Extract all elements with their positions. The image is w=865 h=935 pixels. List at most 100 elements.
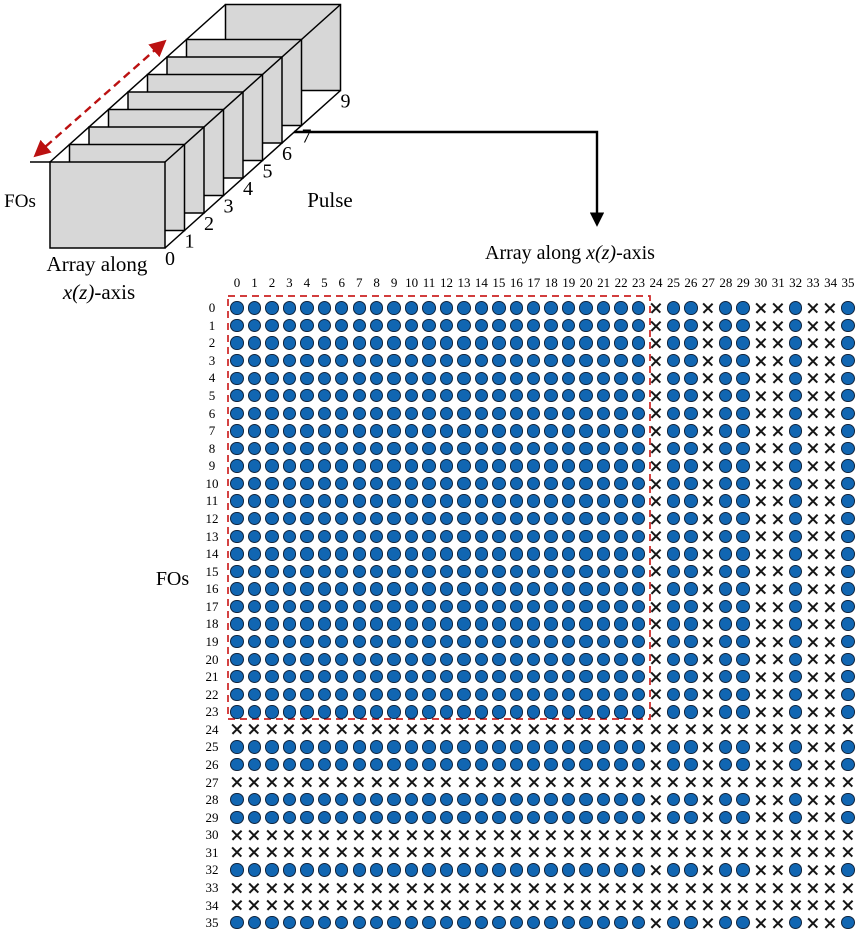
matrix-cell xyxy=(630,528,647,546)
matrix-cell xyxy=(455,756,472,774)
sensor-dot xyxy=(265,757,279,772)
matrix-cell xyxy=(298,510,315,528)
matrix-cell xyxy=(700,387,717,405)
sensor-cross xyxy=(771,775,785,789)
sensor-cross xyxy=(422,722,436,736)
matrix-cell xyxy=(682,650,699,668)
row-label: 3 xyxy=(208,352,216,368)
matrix-cell xyxy=(455,405,472,423)
sensor-dot xyxy=(230,476,244,491)
matrix-cell xyxy=(787,369,804,387)
sensor-cross xyxy=(806,670,820,684)
sensor-cross xyxy=(701,477,715,491)
pulse-tick-label: 3 xyxy=(224,196,234,218)
sensor-dot xyxy=(300,547,314,561)
sensor-dot xyxy=(579,476,593,491)
sensor-dot xyxy=(788,757,803,772)
sensor-cross xyxy=(806,547,820,561)
matrix-cell xyxy=(804,826,821,844)
matrix-cell xyxy=(263,879,280,897)
sensor-dot xyxy=(387,687,401,702)
matrix-cell xyxy=(734,686,751,704)
matrix-cell xyxy=(804,299,821,317)
matrix-cell xyxy=(665,686,682,704)
matrix-cell xyxy=(333,405,350,423)
matrix-cell xyxy=(665,457,682,475)
grid-title-suffix: -axis xyxy=(616,242,655,264)
sensor-cross xyxy=(649,512,663,526)
col-label: 1 xyxy=(251,275,258,290)
sensor-dot xyxy=(439,353,454,368)
sensor-dot xyxy=(631,634,646,649)
matrix-cell xyxy=(560,580,577,598)
matrix-cell xyxy=(263,914,280,932)
sensor-cross xyxy=(579,845,593,859)
sensor-cross xyxy=(649,529,663,543)
matrix-cell xyxy=(298,334,315,352)
matrix-cell xyxy=(769,317,786,335)
sensor-dot xyxy=(492,353,506,368)
sensor-cross xyxy=(649,582,663,596)
matrix-cell xyxy=(473,440,490,458)
matrix-cell xyxy=(438,844,455,862)
matrix-cell xyxy=(734,896,751,914)
matrix-cell xyxy=(612,475,629,493)
matrix-cell xyxy=(542,633,559,651)
sensor-dot xyxy=(561,459,576,473)
matrix-cell xyxy=(403,510,420,528)
sensor-dot xyxy=(614,915,628,930)
matrix-cell xyxy=(438,475,455,493)
matrix-cell xyxy=(420,826,437,844)
matrix-cell xyxy=(403,650,420,668)
matrix-cell xyxy=(281,334,298,352)
sensor-dot xyxy=(788,389,803,403)
sensor-cross xyxy=(754,722,768,736)
sensor-dot xyxy=(439,476,454,491)
matrix-cell xyxy=(420,668,437,686)
sensor-dot xyxy=(282,353,297,368)
matrix-cell xyxy=(508,791,525,809)
col-label: 30 xyxy=(754,275,768,290)
sensor-dot xyxy=(596,793,611,807)
sensor-cross xyxy=(823,336,837,350)
sensor-cross xyxy=(823,810,837,824)
matrix-cell xyxy=(787,826,804,844)
sensor-dot xyxy=(509,441,523,456)
sensor-cross xyxy=(562,722,576,736)
matrix-cell xyxy=(577,879,594,897)
matrix-cell xyxy=(682,844,699,862)
matrix-cell xyxy=(682,598,699,616)
sensor-dot xyxy=(317,424,331,438)
sensor-dot xyxy=(282,389,297,403)
matrix-cell xyxy=(839,457,856,475)
matrix-cell xyxy=(560,914,577,932)
sensor-dot xyxy=(369,494,384,508)
row-label: 24 xyxy=(205,721,219,737)
matrix-cell xyxy=(717,299,734,317)
sensor-cross xyxy=(649,301,663,315)
matrix-cell xyxy=(630,703,647,721)
matrix-cell xyxy=(665,510,682,528)
sensor-dot xyxy=(474,705,489,719)
matrix-cell xyxy=(804,317,821,335)
sensor-cross xyxy=(701,301,715,315)
sensor-cross xyxy=(771,371,785,385)
sensor-dot xyxy=(509,810,523,824)
sensor-dot xyxy=(614,617,628,631)
sensor-dot xyxy=(492,705,506,719)
sensor-cross xyxy=(492,828,506,842)
matrix-cell xyxy=(333,440,350,458)
matrix-cell xyxy=(822,440,839,458)
matrix-cell xyxy=(665,914,682,932)
matrix-cell xyxy=(246,510,263,528)
matrix-cell xyxy=(316,563,333,581)
matrix-cell xyxy=(455,317,472,335)
sensor-dot xyxy=(300,652,314,666)
sensor-cross xyxy=(701,600,715,614)
sensor-dot xyxy=(387,389,401,403)
matrix-cell xyxy=(298,492,315,510)
sensor-dot xyxy=(527,634,541,649)
sensor-dot xyxy=(300,476,314,491)
sensor-dot xyxy=(666,494,681,508)
sensor-dot xyxy=(230,687,244,702)
